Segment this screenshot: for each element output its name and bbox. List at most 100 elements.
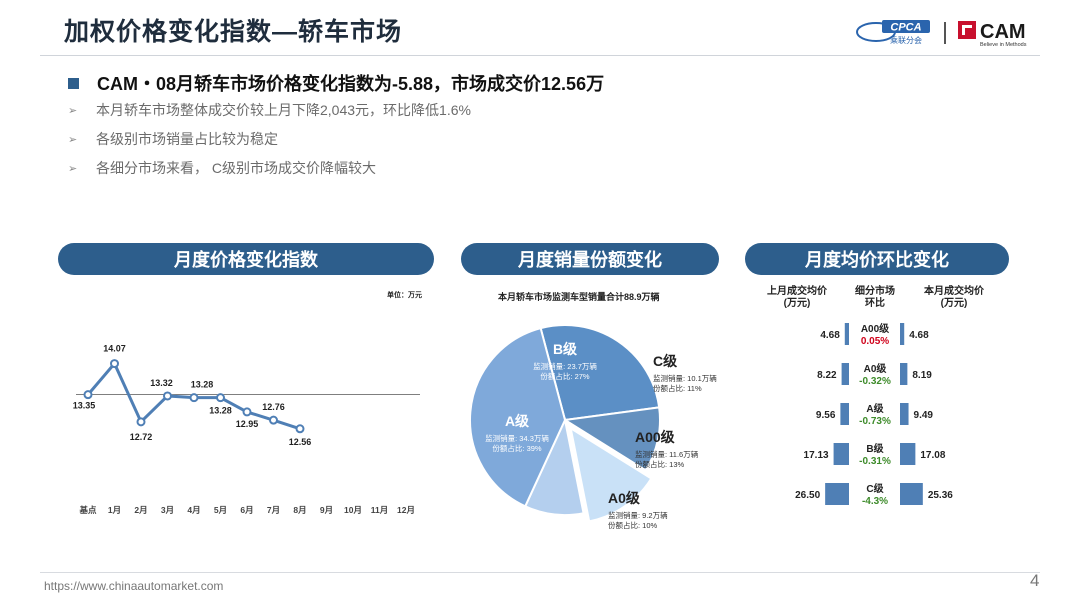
curr-price-bar: [900, 443, 916, 465]
slice-name-label: A级: [505, 413, 530, 429]
chart-unit-label: 单位：万元: [387, 292, 422, 299]
slice-share-label: 份额占比: 10%: [608, 520, 658, 530]
pie-slice: [469, 326, 567, 508]
logo-separator: [944, 22, 946, 44]
data-point: [295, 424, 305, 434]
prev-price-label: 4.68: [820, 330, 840, 341]
data-label: 12.56: [289, 437, 312, 447]
x-tick-label: 12月: [397, 505, 415, 515]
slice-name-label: C级: [653, 353, 678, 369]
data-point: [216, 393, 225, 403]
x-tick-label: 1月: [108, 505, 121, 515]
x-tick-label: 4月: [187, 505, 200, 515]
footer-url[interactable]: https://www.chinaautomarket.com: [44, 579, 224, 593]
prev-price-label: 17.13: [804, 450, 829, 461]
data-label: 14.07: [103, 344, 126, 354]
data-point: [136, 417, 146, 427]
arrow-bullet-icon: ➢: [68, 133, 78, 146]
panel-title-price-index: 月度价格变化指数: [58, 243, 434, 275]
slice-name-label: B级: [553, 341, 578, 357]
arrow-bullet-icon: ➢: [68, 104, 78, 117]
data-label: 13.32: [150, 378, 173, 388]
data-label: 12.95: [236, 419, 259, 429]
x-tick-label: 10月: [344, 505, 362, 515]
headline-text: CAM・08月轿车市场价格变化指数为-5.88，市场成交价12.56万: [97, 74, 605, 94]
slice-volume-label: 监测销量: 11.6万辆: [635, 449, 699, 459]
slice-volume-label: 监测销量: 10.1万辆: [653, 373, 717, 383]
slice-volume-label: 监测销量: 34.3万辆: [485, 433, 549, 443]
slice-name-label: A0级: [608, 490, 641, 506]
segment-label: A0级: [864, 362, 888, 375]
data-point: [242, 407, 252, 417]
change-label: 0.05%: [861, 336, 889, 347]
panel-title-ratio: 月度均价环比变化: [745, 243, 1009, 275]
bullet-text: 本月轿车市场整体成交价较上月下降2,043元，环比降低1.6%: [96, 102, 471, 118]
summary-headline: CAM・08月轿车市场价格变化指数为-5.88，市场成交价12.56万: [68, 70, 604, 96]
cam-logo-text: CAM: [980, 21, 1026, 43]
cpca-logo-text: CPCA: [890, 22, 921, 34]
segment-label: A00级: [861, 322, 890, 335]
page-number: 4: [1030, 571, 1040, 590]
prev-price-bar: [833, 443, 849, 465]
cpca-logo-subtext: 乘联分会: [890, 35, 922, 45]
col-header-segment: 细分市场 环比: [855, 286, 895, 309]
pie-slice: [569, 426, 653, 523]
segment-label: A级: [866, 402, 884, 415]
prev-price-label: 9.56: [816, 410, 836, 421]
curr-price-label: 25.36: [928, 490, 953, 501]
data-label: 12.76: [262, 402, 285, 412]
bullet-text: 各细分市场来看， C级别市场成交价降幅较大: [96, 160, 376, 176]
cam-mark-icon: [958, 21, 976, 39]
x-tick-label: 9月: [320, 505, 333, 515]
pie-caption: 本月轿车市场监测车型销量合计88.9万辆: [498, 292, 660, 302]
summary-bullet: ➢ 各细分市场来看， C级别市场成交价降幅较大: [68, 158, 376, 178]
page-title: 加权价格变化指数—轿车市场: [64, 18, 403, 46]
arrow-bullet-icon: ➢: [68, 162, 78, 175]
curr-price-label: 17.08: [920, 450, 945, 461]
cam-logo: CAM Believe in Methods: [958, 21, 1027, 48]
footer-divider: [40, 572, 1040, 573]
data-point: [110, 359, 119, 369]
price-index-line-chart: 13.35 14.07 12.72 13.32 13.28 13.28 12.9512.76…: [73, 344, 420, 515]
data-label: 13.35: [73, 401, 96, 411]
x-tick-label: 6月: [240, 505, 253, 515]
x-tick-label: 7月: [267, 505, 280, 515]
summary-bullet: ➢ 各级别市场销量占比较为稳定: [68, 129, 278, 149]
change-label: -4.3%: [862, 496, 888, 507]
slice-share-label: 份额占比: 27%: [540, 371, 590, 381]
curr-price-label: 9.49: [914, 410, 934, 421]
col-header-curr: 本月成交均价 (万元): [924, 286, 984, 309]
curr-price-bar: [900, 403, 909, 425]
cam-logo-subtext: Believe in Methods: [980, 42, 1027, 48]
bullet-text: 各级别市场销量占比较为稳定: [96, 131, 278, 147]
data-point: [269, 415, 278, 425]
slice-share-label: 份额占比: 39%: [492, 443, 542, 453]
prev-price-bar: [844, 323, 849, 345]
prev-price-label: 26.50: [795, 490, 820, 501]
data-point: [83, 390, 93, 400]
prev-price-bar: [825, 483, 849, 505]
curr-price-bar: [900, 483, 923, 505]
x-tick-label: 基点: [78, 505, 97, 515]
slice-name-label: A00级: [635, 429, 676, 445]
data-point: [189, 393, 199, 403]
x-tick-label: 5月: [214, 505, 227, 515]
x-tick-label: 11月: [371, 505, 389, 515]
curr-price-label: 4.68: [909, 330, 929, 341]
summary-bullet: ➢ 本月轿车市场整体成交价较上月下降2,043元，环比降低1.6%: [68, 100, 471, 120]
change-label: -0.73%: [859, 416, 891, 427]
segment-label: C级: [866, 482, 884, 495]
col-header-prev: 上月成交均价 (万元): [767, 286, 827, 309]
data-label: 13.28: [209, 406, 232, 416]
data-point: [163, 391, 172, 401]
panel-title-share: 月度销量份额变化: [461, 243, 719, 275]
x-tick-label: 8月: [293, 505, 306, 515]
curr-price-bar: [900, 363, 908, 385]
pie-slice: [539, 324, 661, 422]
segment-label: B级: [866, 442, 884, 455]
slice-share-label: 份额占比: 11%: [653, 383, 702, 393]
x-tick-label: 2月: [134, 505, 147, 515]
slice-volume-label: 监测销量: 23.7万辆: [533, 361, 597, 371]
